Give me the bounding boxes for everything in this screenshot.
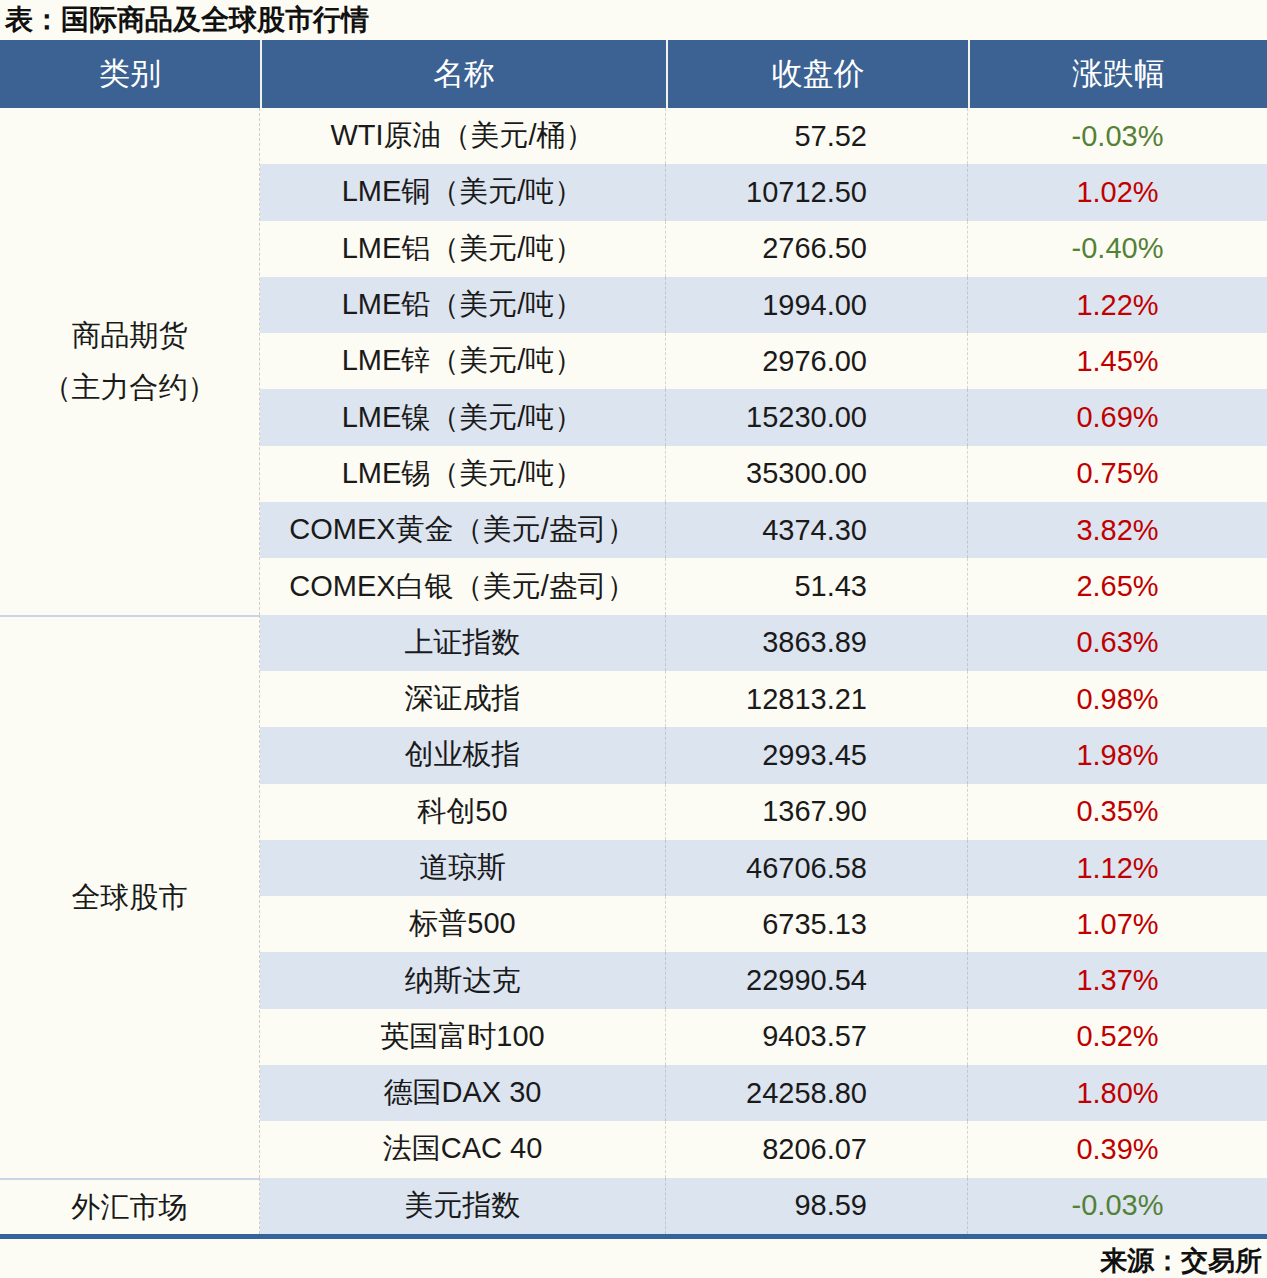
change-percent-cell: 0.69% — [968, 389, 1267, 445]
close-price-cell: 1367.90 — [666, 784, 968, 840]
table-row: 法国CAC 408206.070.39% — [260, 1121, 1267, 1177]
market-table: 类别 名称 收盘价 涨跌幅 商品期货（主力合约） 全球股市外汇市场 WTI原油（美… — [0, 40, 1267, 1239]
header-cell-name: 名称 — [260, 40, 666, 108]
category-label-line: 商品期货 — [72, 309, 188, 361]
close-price-cell: 6735.13 — [666, 896, 968, 952]
table-body: 商品期货（主力合约）全球股市外汇市场 WTI原油（美元/桶）57.52-0.03… — [0, 108, 1267, 1234]
category-cell: 全球股市 — [0, 615, 260, 1178]
close-price-cell: 15230.00 — [666, 389, 968, 445]
close-price-cell: 22990.54 — [666, 952, 968, 1008]
category-label-line: 全球股市 — [72, 871, 188, 923]
header-cell-change: 涨跌幅 — [968, 40, 1267, 108]
table-row: 纳斯达克22990.541.37% — [260, 952, 1267, 1008]
table-row: 道琼斯46706.581.12% — [260, 840, 1267, 896]
name-cell: LME镍（美元/吨） — [260, 389, 666, 445]
table-row: 标普5006735.131.07% — [260, 896, 1267, 952]
name-cell: 德国DAX 30 — [260, 1065, 666, 1121]
close-price-cell: 10712.50 — [666, 164, 968, 220]
table-row: 科创501367.900.35% — [260, 784, 1267, 840]
change-percent-cell: 1.37% — [968, 952, 1267, 1008]
name-cell: 深证成指 — [260, 671, 666, 727]
name-cell: LME锌（美元/吨） — [260, 333, 666, 389]
name-cell: 道琼斯 — [260, 840, 666, 896]
change-percent-cell: 1.80% — [968, 1065, 1267, 1121]
change-percent-cell: 1.98% — [968, 727, 1267, 783]
table-row: LME锌（美元/吨）2976.001.45% — [260, 333, 1267, 389]
change-percent-cell: 1.02% — [968, 164, 1267, 220]
table-row: 深证成指12813.210.98% — [260, 671, 1267, 727]
close-price-cell: 35300.00 — [666, 446, 968, 502]
change-percent-cell: 0.98% — [968, 671, 1267, 727]
change-percent-cell: 0.75% — [968, 446, 1267, 502]
close-price-cell: 2976.00 — [666, 333, 968, 389]
change-percent-cell: 1.45% — [968, 333, 1267, 389]
category-cell: 外汇市场 — [0, 1178, 260, 1234]
close-price-cell: 1994.00 — [666, 277, 968, 333]
name-cell: COMEX白银（美元/盎司） — [260, 558, 666, 614]
table-row: LME镍（美元/吨）15230.000.69% — [260, 389, 1267, 445]
name-cell: WTI原油（美元/桶） — [260, 108, 666, 164]
name-cell: 英国富时100 — [260, 1009, 666, 1065]
close-price-cell: 4374.30 — [666, 502, 968, 558]
table-row: LME铅（美元/吨）1994.001.22% — [260, 277, 1267, 333]
table-row: 创业板指2993.451.98% — [260, 727, 1267, 783]
change-percent-cell: 2.65% — [968, 558, 1267, 614]
name-cell: LME铝（美元/吨） — [260, 221, 666, 277]
change-percent-cell: 3.82% — [968, 502, 1267, 558]
table-row: WTI原油（美元/桶）57.52-0.03% — [260, 108, 1267, 164]
name-cell: 标普500 — [260, 896, 666, 952]
table-row: 英国富时1009403.570.52% — [260, 1009, 1267, 1065]
category-cell: 商品期货（主力合约） — [0, 108, 260, 615]
name-cell: 创业板指 — [260, 727, 666, 783]
name-cell: 法国CAC 40 — [260, 1121, 666, 1177]
change-percent-cell: 1.07% — [968, 896, 1267, 952]
change-percent-cell: 0.39% — [968, 1121, 1267, 1177]
change-percent-cell: -0.03% — [968, 108, 1267, 164]
close-price-cell: 51.43 — [666, 558, 968, 614]
close-price-cell: 57.52 — [666, 108, 968, 164]
table-header-row: 类别 名称 收盘价 涨跌幅 — [0, 40, 1267, 108]
close-price-cell: 9403.57 — [666, 1009, 968, 1065]
category-label-line: 外汇市场 — [72, 1181, 188, 1233]
header-cell-close: 收盘价 — [666, 40, 968, 108]
close-price-cell: 24258.80 — [666, 1065, 968, 1121]
change-percent-cell: 1.12% — [968, 840, 1267, 896]
table-row: COMEX白银（美元/盎司）51.432.65% — [260, 558, 1267, 614]
table-row: COMEX黄金（美元/盎司）4374.303.82% — [260, 502, 1267, 558]
name-cell: LME铅（美元/吨） — [260, 277, 666, 333]
name-cell: LME锡（美元/吨） — [260, 446, 666, 502]
category-column: 商品期货（主力合约） 全球股市外汇市场 — [0, 108, 260, 1234]
table-row: 美元指数98.59-0.03% — [260, 1178, 1267, 1234]
category-label-line: （主力合约） — [43, 361, 217, 413]
table-row: LME锡（美元/吨）35300.000.75% — [260, 446, 1267, 502]
change-percent-cell: 0.63% — [968, 615, 1267, 671]
source-note: 来源：交易所 — [1100, 1243, 1262, 1278]
close-price-cell: 2993.45 — [666, 727, 968, 783]
table-title: 表：国际商品及全球股市行情 — [5, 2, 369, 38]
close-price-cell: 2766.50 — [666, 221, 968, 277]
change-percent-cell: -0.03% — [968, 1178, 1267, 1234]
name-cell: 纳斯达克 — [260, 952, 666, 1008]
table-row: LME铜（美元/吨）10712.501.02% — [260, 164, 1267, 220]
table-row: 上证指数3863.890.63% — [260, 615, 1267, 671]
name-cell: LME铜（美元/吨） — [260, 164, 666, 220]
close-price-cell: 8206.07 — [666, 1121, 968, 1177]
close-price-cell: 98.59 — [666, 1178, 968, 1234]
change-percent-cell: -0.40% — [968, 221, 1267, 277]
table-row: 德国DAX 3024258.801.80% — [260, 1065, 1267, 1121]
name-cell: 科创50 — [260, 784, 666, 840]
table-row: LME铝（美元/吨）2766.50-0.40% — [260, 221, 1267, 277]
page: 表：国际商品及全球股市行情 类别 名称 收盘价 涨跌幅 商品期货（主力合约） 全球… — [0, 0, 1267, 1278]
table-bottom-border — [0, 1234, 1267, 1239]
name-cell: COMEX黄金（美元/盎司） — [260, 502, 666, 558]
change-percent-cell: 0.52% — [968, 1009, 1267, 1065]
close-price-cell: 12813.21 — [666, 671, 968, 727]
close-price-cell: 46706.58 — [666, 840, 968, 896]
change-percent-cell: 0.35% — [968, 784, 1267, 840]
close-price-cell: 3863.89 — [666, 615, 968, 671]
header-cell-category: 类别 — [0, 40, 260, 108]
name-cell: 上证指数 — [260, 615, 666, 671]
change-percent-cell: 1.22% — [968, 277, 1267, 333]
name-cell: 美元指数 — [260, 1178, 666, 1234]
